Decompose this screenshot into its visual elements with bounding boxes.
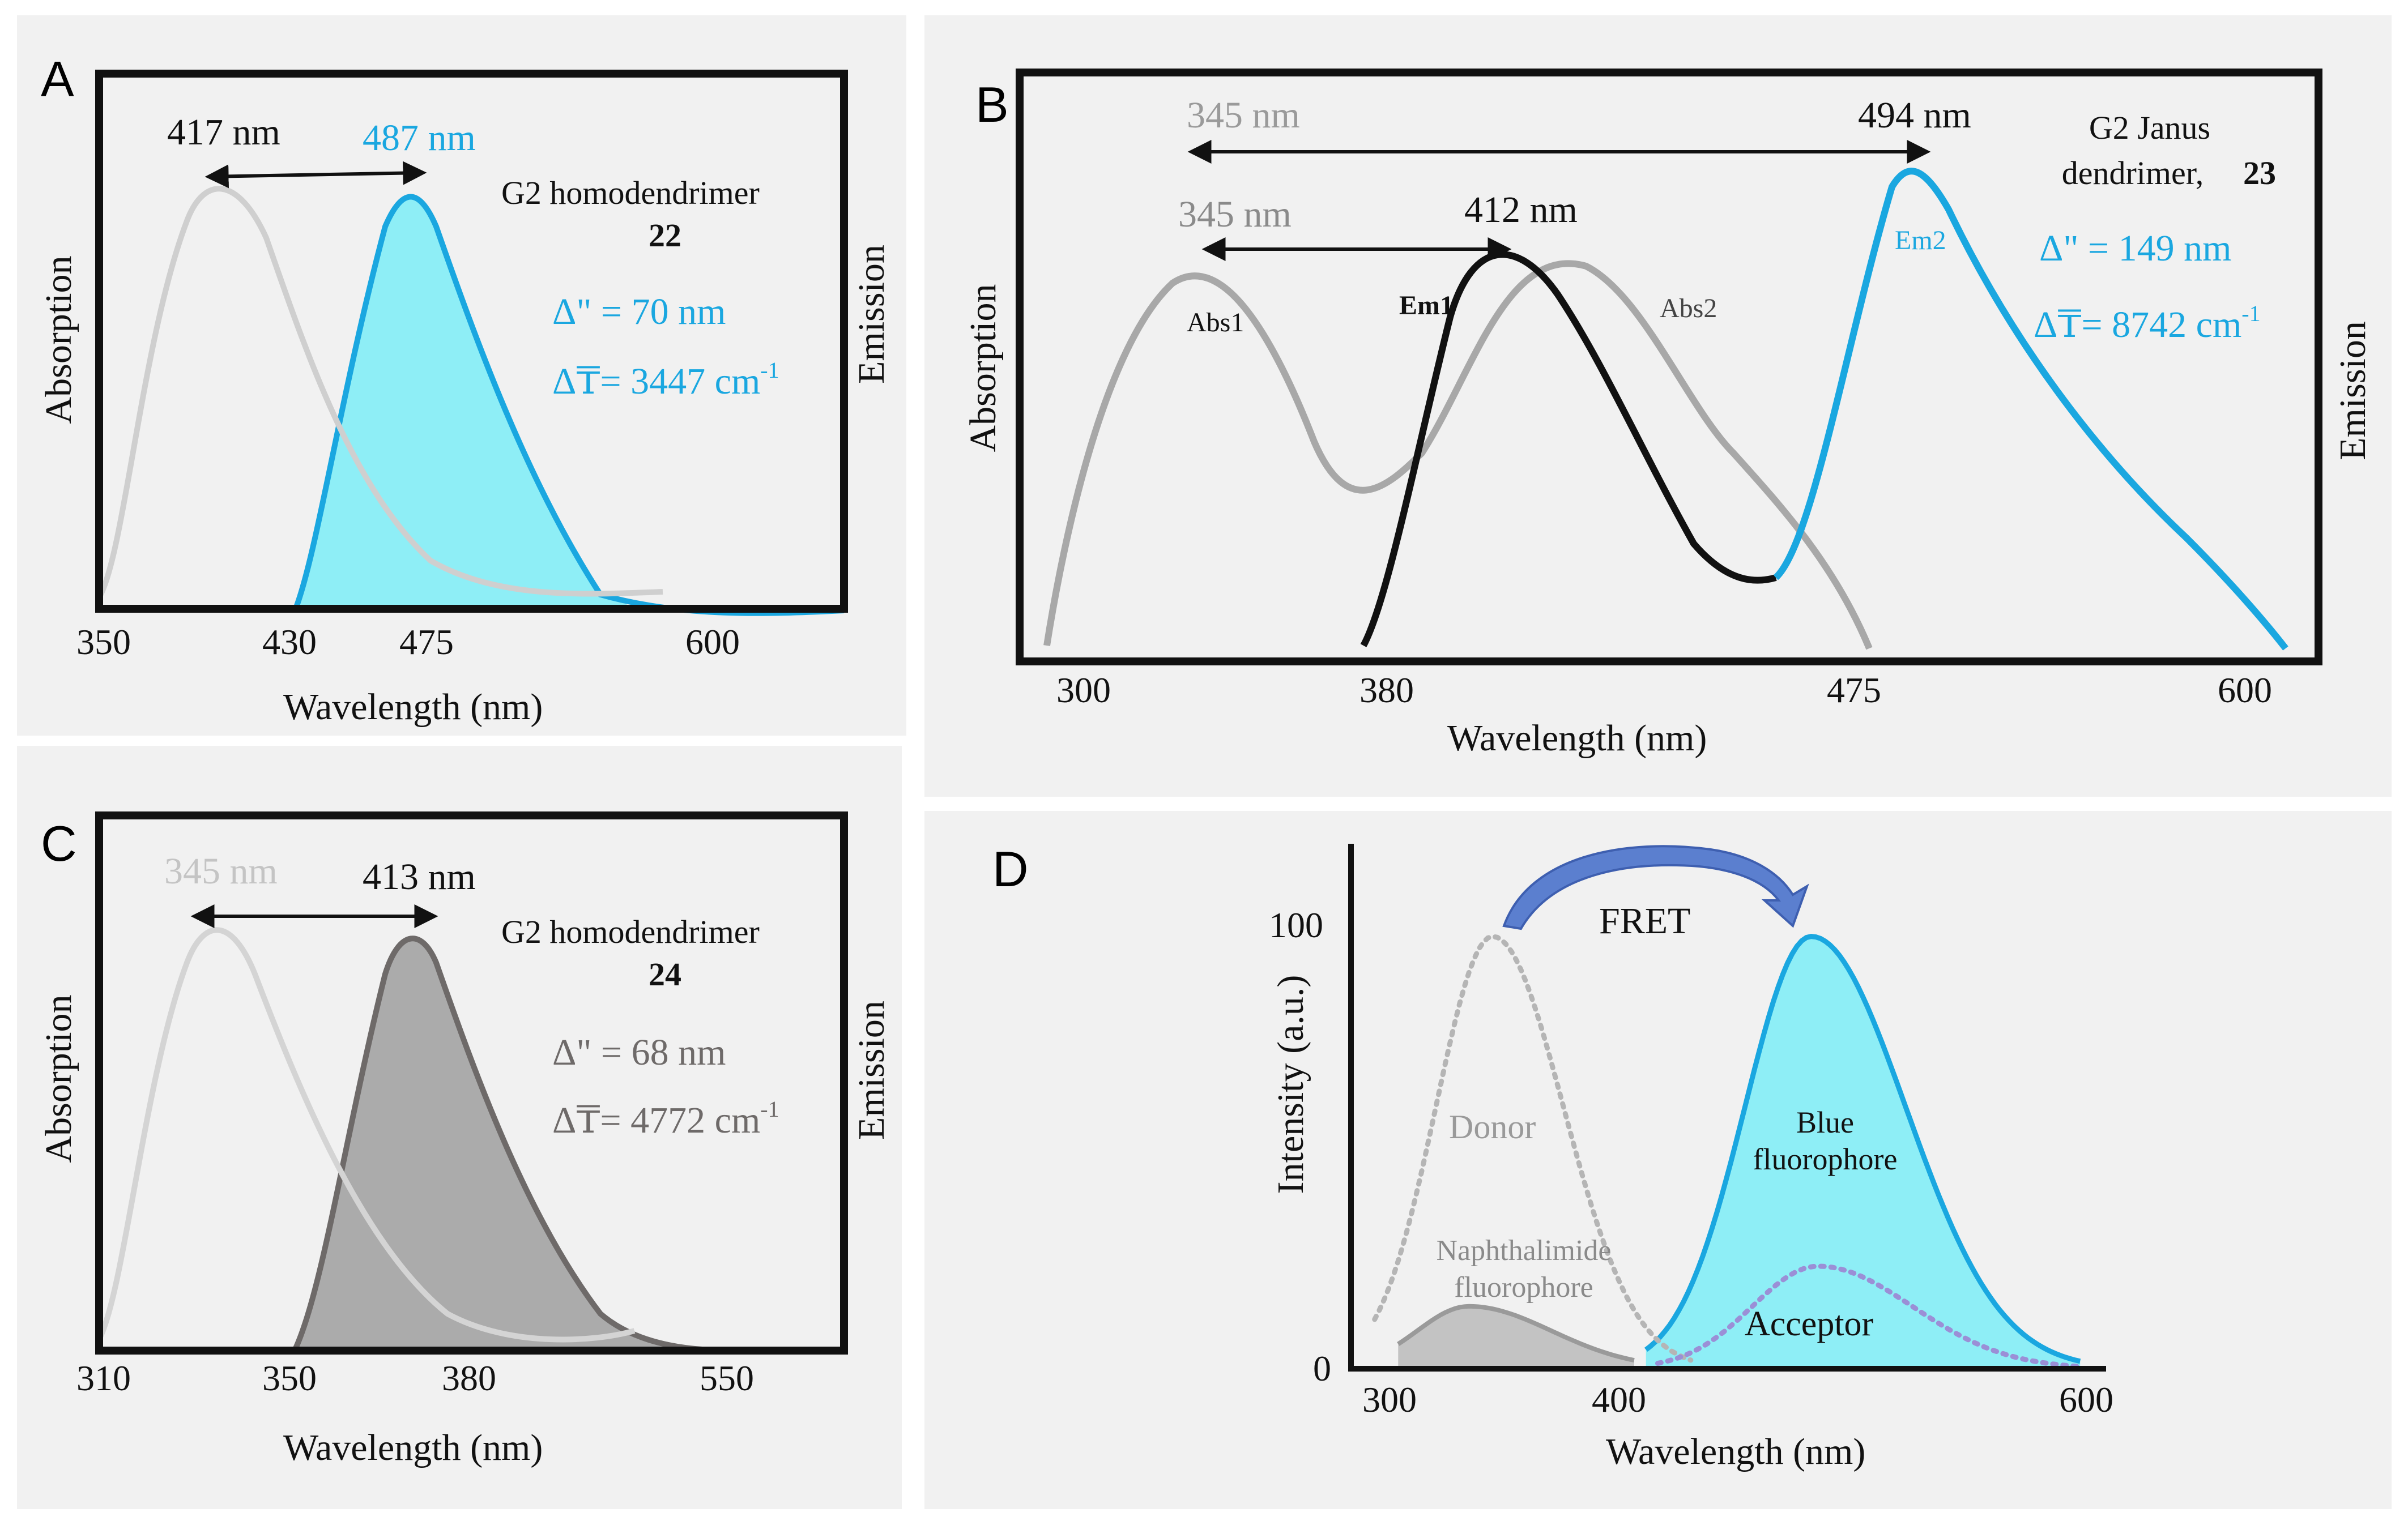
- naphthalimide-fill: [1398, 1306, 1634, 1369]
- panel-a-tick-350: 350: [76, 622, 131, 662]
- panel-d-tick-400: 400: [1592, 1379, 1646, 1420]
- panel-b-top-arrow-start-label: 345 nm: [1187, 95, 1300, 136]
- panel-a-emission-fill: [295, 197, 646, 612]
- panel-b-em2-curve: [1773, 168, 2288, 651]
- panel-a-stokes-nm: Δ" = 70 nm: [552, 291, 726, 332]
- naphthalimide-curve: [1397, 1304, 1635, 1363]
- panel-d-ytick-0: 0: [1313, 1348, 1331, 1389]
- panel-d-tick-300: 300: [1362, 1379, 1417, 1420]
- panel-d-background: [924, 811, 2392, 1509]
- panel-c-absorption-peak-label: 345 nm: [164, 851, 278, 892]
- donor-label: Donor: [1449, 1108, 1536, 1146]
- panel-b-tick-380: 380: [1359, 670, 1414, 710]
- panel-c-compound-name: G2 homodendrimer: [501, 913, 760, 950]
- panel-c-x-axis-label: Wavelength (nm): [283, 1427, 543, 1468]
- panel-c-stokes-cm: Δ₸= 4772 cm-1: [552, 1096, 779, 1141]
- panel-b-em1-label: Em1: [1399, 291, 1454, 321]
- acceptor-label: Acceptor: [1745, 1305, 1874, 1343]
- panel-b-tick-600: 600: [2218, 670, 2272, 710]
- blue-fluorophore-fill: [1646, 936, 2081, 1369]
- panel-d-tick-600: 600: [2059, 1379, 2113, 1420]
- panel-a-compound-number: 22: [649, 217, 681, 254]
- panel-b-stokes-nm: Δ" = 149 nm: [2039, 228, 2231, 269]
- panel-b-em2-label: Em2: [1895, 225, 1946, 255]
- panel-b-right-axis-label: Emission: [2332, 321, 2373, 460]
- panel-d: D FRET 100 0 300 400 600 Wavelength (nm)…: [992, 841, 2113, 1472]
- panel-a-absorption-curve: [96, 186, 663, 599]
- panel-a-absorption-peak-label: 417 nm: [167, 112, 280, 153]
- panel-b-stokes-cm: Δ₸= 8742 cm-1: [2034, 301, 2261, 345]
- panel-b-abs1-curve: [1043, 260, 1873, 650]
- panel-b-top-arrow-end-label: 494 nm: [1858, 95, 1971, 136]
- panel-b-compound-number: 23: [2243, 155, 2276, 191]
- panel-c-axes-frame: [95, 811, 848, 1355]
- panel-b-compound-line2: dendrimer,: [2062, 155, 2204, 191]
- panel-c-absorption-curve: [96, 927, 636, 1343]
- blue-fluorophore-label-line2: fluorophore: [1753, 1142, 1898, 1176]
- panel-a-y-axis-label: Absorption: [38, 256, 79, 424]
- panel-b-inner-arrow-start-label: 345 nm: [1178, 194, 1292, 235]
- panel-d-letter: D: [992, 841, 1029, 897]
- fret-arrow: [1502, 845, 1809, 930]
- panel-a-stokes-cm: Δ₸= 3447 cm-1: [552, 357, 779, 402]
- panel-d-ytick-100: 100: [1269, 905, 1323, 945]
- panel-c-emission-fill: [295, 938, 736, 1351]
- panel-c-tick-350: 350: [262, 1358, 317, 1398]
- panel-d-x-axis-label: Wavelength (nm): [1606, 1431, 1865, 1472]
- panel-a-emission-peak-label: 487 nm: [363, 117, 476, 159]
- blue-fluorophore-label-line1: Blue: [1796, 1105, 1854, 1139]
- panel-c-stokes-nm: Δ" = 68 nm: [552, 1032, 726, 1073]
- panel-a-right-axis-label: Emission: [851, 245, 892, 384]
- panel-a: A 417 nm 487 nm G2 homodendrimer 22 Δ" =…: [38, 51, 892, 728]
- panel-b-inner-arrow-end-label: 412 nm: [1464, 189, 1578, 230]
- acceptor-curve: [1655, 1263, 2085, 1369]
- panel-c: C 345 nm 413 nm G2 homodendrimer 24 Δ" =…: [38, 811, 892, 1468]
- donor-curve: [1372, 933, 1694, 1363]
- panel-a-letter: A: [41, 51, 74, 107]
- naphthalimide-label-line2: fluorophore: [1454, 1271, 1593, 1304]
- panel-b: B 345 nm 494 nm 345 nm 412 nm Abs1 Em1 A…: [962, 69, 2373, 759]
- panel-b-y-axis-label: Absorption: [962, 284, 1004, 452]
- panel-c-tick-550: 550: [700, 1358, 754, 1398]
- panel-c-letter: C: [41, 815, 77, 872]
- panel-b-compound-line1: G2 Janus: [2089, 109, 2210, 146]
- blue-fluorophore-curve: [1644, 934, 2081, 1364]
- panel-c-emission-curve: [292, 935, 737, 1353]
- panel-b-em1-curve: [1360, 251, 1777, 647]
- panel-b-tick-475: 475: [1827, 670, 1881, 710]
- panel-a-compound-name: G2 homodendrimer: [501, 174, 760, 211]
- naphthalimide-label-line1: Naphthalimide: [1436, 1234, 1611, 1267]
- panel-a-axes-frame: [95, 70, 848, 613]
- panel-a-tick-430: 430: [262, 622, 317, 662]
- panel-a-tick-475: 475: [399, 622, 454, 662]
- panel-a-peak-arrow: [204, 161, 427, 189]
- panel-b-axes-frame: [1016, 69, 2322, 665]
- panel-b-letter: B: [975, 76, 1009, 133]
- panel-c-emission-peak-label: 413 nm: [363, 856, 476, 898]
- panel-c-right-axis-label: Emission: [851, 1001, 892, 1140]
- panel-c-tick-310: 310: [76, 1358, 131, 1398]
- panel-b-abs1-label: Abs1: [1187, 307, 1244, 338]
- panel-d-curves: [1372, 933, 2085, 1369]
- panel-a-tick-600: 600: [685, 622, 740, 662]
- panel-b-abs2-label: Abs2: [1660, 293, 1717, 323]
- fret-label: FRET: [1599, 900, 1690, 942]
- panel-b-tick-300: 300: [1056, 670, 1111, 710]
- panel-a-x-axis-label: Wavelength (nm): [283, 686, 543, 728]
- panel-c-y-axis-label: Absorption: [38, 995, 79, 1163]
- panel-c-tick-380: 380: [442, 1358, 496, 1398]
- panel-d-y-axis-label: Intensity (a.u.): [1270, 975, 1311, 1194]
- panel-c-compound-number: 24: [649, 956, 681, 993]
- panel-b-x-axis-label: Wavelength (nm): [1447, 717, 1707, 759]
